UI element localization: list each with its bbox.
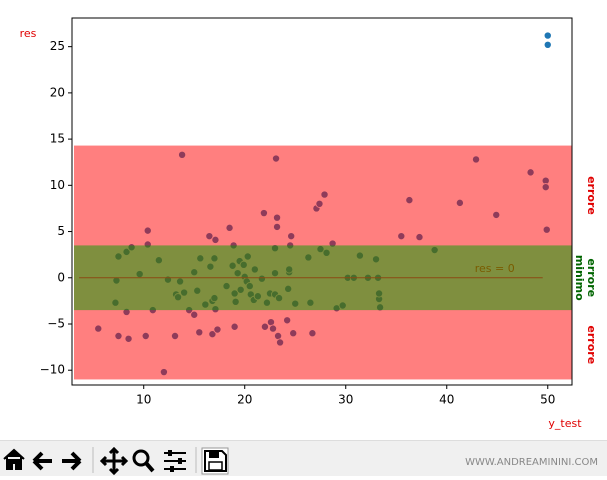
back-button[interactable] — [32, 451, 52, 471]
watermark: WWW.ANDREAMININI.COM — [465, 457, 598, 468]
region-annotation: errore — [585, 176, 598, 215]
region-annotation: errore — [585, 325, 598, 364]
configure-button[interactable] — [164, 450, 186, 472]
region-annotation: minimo — [573, 255, 586, 301]
y-tick-label: 20 — [50, 85, 65, 99]
y-tick-label: 0 — [57, 270, 65, 284]
y-tick-label: 25 — [50, 39, 65, 53]
pan-button[interactable] — [99, 446, 129, 476]
home-button[interactable] — [3, 448, 25, 470]
chart: res = 0 10 20 30 40 50 −10 −5 0 5 10 15 20 25 res y_tes… — [19, 17, 598, 430]
plot-frame — [71, 17, 573, 386]
toolbar-icons: WWW.ANDREAMININI.COM — [3, 446, 598, 476]
zoom-button[interactable] — [132, 449, 155, 473]
x-axis-label: y_test — [548, 417, 582, 430]
x-tick-label: 40 — [439, 393, 454, 407]
region-annotation: errore — [585, 258, 598, 297]
toolbar: WWW.ANDREAMININI.COM — [0, 440, 607, 476]
point — [543, 31, 552, 40]
x-tick-label: 10 — [136, 393, 151, 407]
x-tick-label: 50 — [540, 393, 555, 407]
zero-line-label: res = 0 — [475, 262, 515, 275]
x-tick-label: 30 — [338, 393, 353, 407]
point — [543, 40, 552, 49]
y-tick-label: 5 — [57, 224, 65, 238]
y-axis-label: res — [20, 27, 37, 40]
y-tick-label: −5 — [47, 316, 65, 330]
save-button[interactable] — [201, 447, 229, 475]
y-tick-label: 10 — [50, 178, 65, 192]
x-tick-label: 20 — [237, 393, 252, 407]
forward-button[interactable] — [62, 451, 82, 471]
y-tick-label: −10 — [40, 363, 65, 377]
y-tick-label: 15 — [50, 132, 65, 146]
